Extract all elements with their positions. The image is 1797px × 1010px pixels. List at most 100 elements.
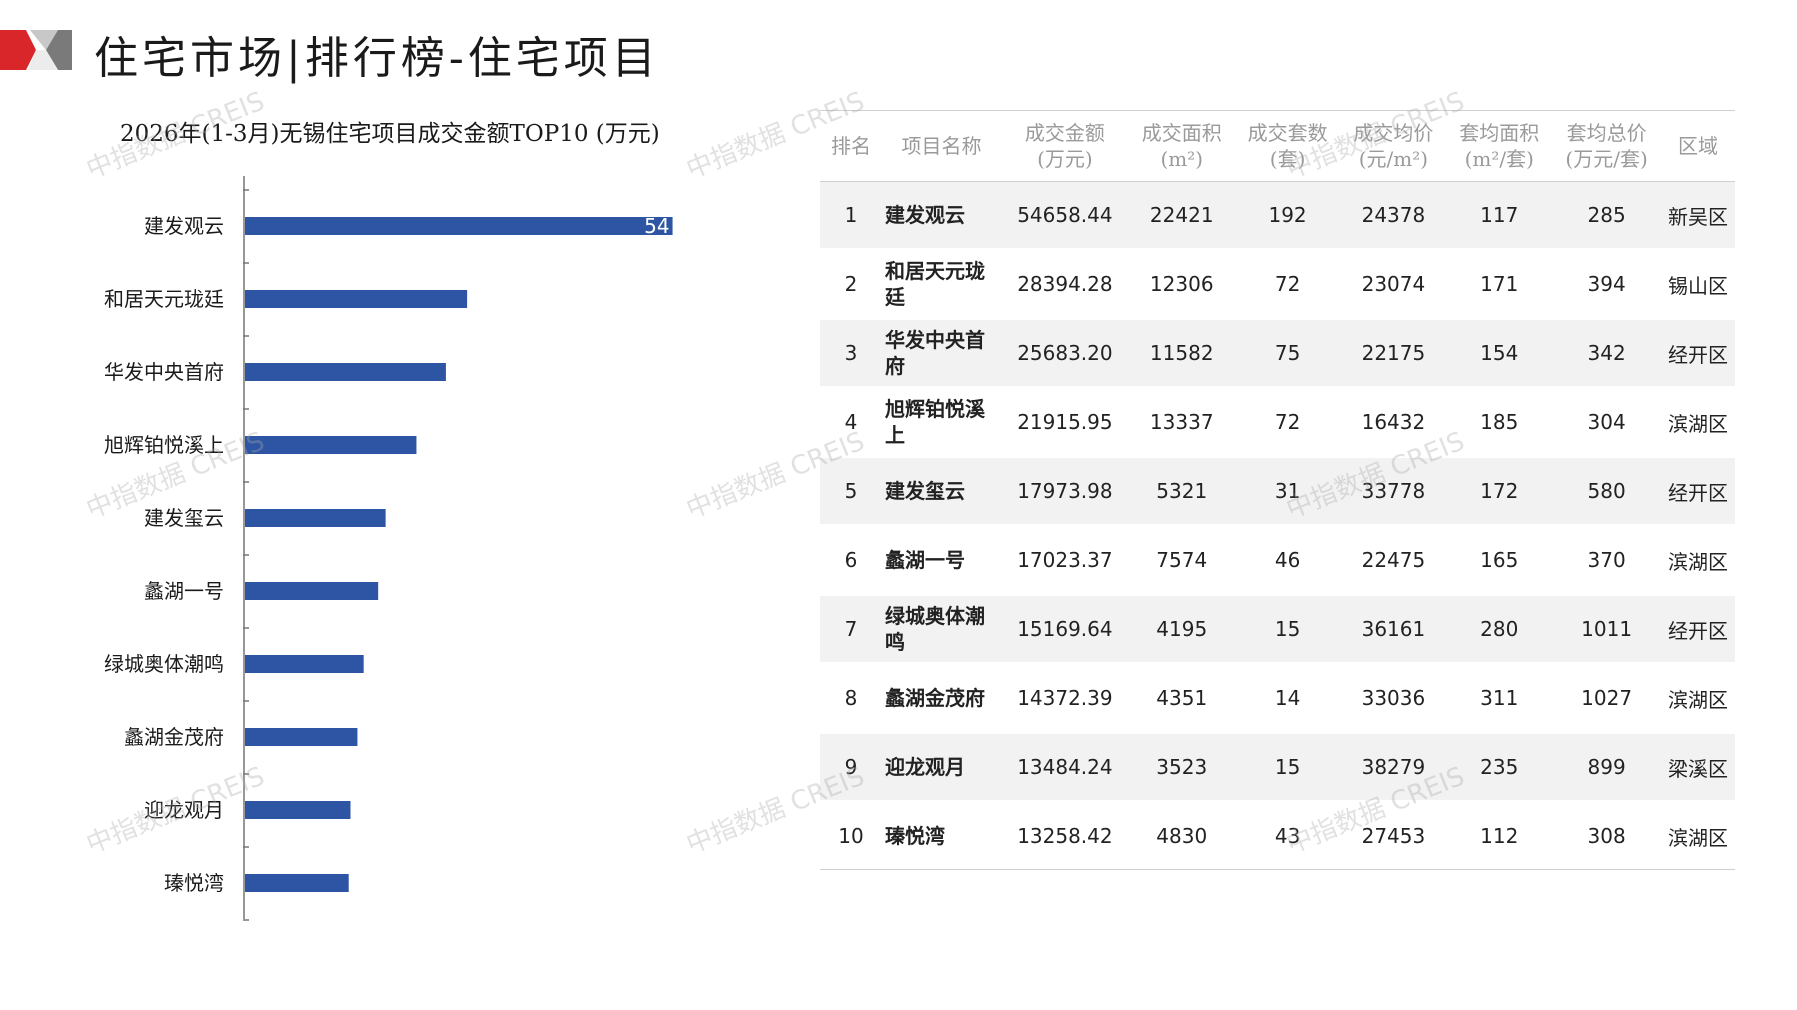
avg-area-cell: 185	[1446, 387, 1553, 458]
bar-value-label: 54	[644, 214, 669, 238]
table-row: 8 蠡湖金茂府 14372.39 4351 14 33036 311 1027 滨湖区	[820, 663, 1735, 734]
project-name-cell: 建发观云	[882, 181, 1001, 251]
amount-cell: 25683.20	[1001, 318, 1129, 389]
rank-cell: 8	[820, 663, 882, 734]
avg-total-cell: 370	[1552, 525, 1661, 596]
district-cell: 经开区	[1661, 456, 1735, 527]
bar	[245, 874, 349, 892]
table-row: 1 建发观云 54658.44 22421 192 24378 117 285 新吴区	[820, 181, 1735, 251]
amount-cell: 15169.64	[1001, 594, 1129, 665]
area-cell: 12306	[1128, 249, 1235, 320]
avg-area-cell: 311	[1446, 663, 1553, 734]
amount-cell: 17973.98	[1001, 456, 1129, 527]
units-cell: 15	[1234, 594, 1341, 665]
avg-price-cell: 33778	[1340, 456, 1447, 527]
header-avg-total: 套均总价 (万元/套)	[1552, 110, 1661, 182]
table-row: 9 迎龙观月 13484.24 3523 15 38279 235 899 梁溪区	[820, 732, 1735, 803]
amount-cell: 28394.28	[1001, 249, 1129, 320]
bar	[245, 801, 351, 819]
project-name-cell: 旭辉铂悦溪上	[882, 387, 1001, 458]
project-name-cell: 蠡湖金茂府	[882, 663, 1001, 734]
category-label: 绿城奥体潮鸣	[104, 652, 224, 676]
area-cell: 22421	[1128, 181, 1235, 251]
rank-cell: 7	[820, 594, 882, 665]
project-name-cell: 迎龙观月	[882, 732, 1001, 803]
avg-price-cell: 22475	[1340, 525, 1447, 596]
table-row: 6 蠡湖一号 17023.37 7574 46 22475 165 370 滨湖区	[820, 525, 1735, 596]
avg-total-cell: 285	[1552, 181, 1661, 251]
avg-price-cell: 27453	[1340, 801, 1447, 870]
rank-cell: 2	[820, 249, 882, 320]
avg-area-cell: 112	[1446, 801, 1553, 870]
avg-total-cell: 304	[1552, 387, 1661, 458]
category-label: 华发中央首府	[104, 360, 224, 384]
project-name-cell: 绿城奥体潮鸣	[882, 594, 1001, 665]
rank-cell: 6	[820, 525, 882, 596]
area-cell: 13337	[1128, 387, 1235, 458]
rank-cell: 5	[820, 456, 882, 527]
category-label: 瑧悦湾	[164, 871, 224, 895]
avg-price-cell: 36161	[1340, 594, 1447, 665]
bar	[245, 655, 364, 673]
amount-cell: 17023.37	[1001, 525, 1129, 596]
avg-area-cell: 165	[1446, 525, 1553, 596]
avg-total-cell: 342	[1552, 318, 1661, 389]
header-avg-area: 套均面积 (m²/套)	[1446, 110, 1553, 182]
units-cell: 46	[1234, 525, 1341, 596]
units-cell: 75	[1234, 318, 1341, 389]
avg-area-cell: 154	[1446, 318, 1553, 389]
units-cell: 31	[1234, 456, 1341, 527]
project-name-cell: 建发玺云	[882, 456, 1001, 527]
avg-total-cell: 1011	[1552, 594, 1661, 665]
project-name-cell: 和居天元珑廷	[882, 249, 1001, 320]
district-cell: 滨湖区	[1661, 663, 1735, 734]
category-label: 旭辉铂悦溪上	[104, 433, 224, 457]
header-amount: 成交金额 (万元)	[1001, 110, 1129, 182]
chart-title: 2026年(1-3月)无锡住宅项目成交金额TOP10 (万元)	[120, 121, 660, 147]
amount-cell: 21915.95	[1001, 387, 1129, 458]
area-cell: 3523	[1128, 732, 1235, 803]
category-label: 和居天元珑廷	[104, 287, 224, 311]
units-cell: 15	[1234, 732, 1341, 803]
category-label: 建发玺云	[144, 506, 224, 530]
amount-cell: 54658.44	[1001, 181, 1129, 251]
project-name-cell: 蠡湖一号	[882, 525, 1001, 596]
category-label: 蠡湖一号	[144, 579, 224, 603]
avg-price-cell: 23074	[1340, 249, 1447, 320]
district-cell: 梁溪区	[1661, 732, 1735, 803]
header-rank: 排名	[820, 110, 882, 182]
table-row: 2 和居天元珑廷 28394.28 12306 72 23074 171 394 锡山区	[820, 249, 1735, 320]
bar	[245, 290, 468, 308]
units-cell: 43	[1234, 801, 1341, 870]
bar	[245, 217, 673, 235]
avg-price-cell: 38279	[1340, 732, 1447, 803]
area-cell: 4830	[1128, 801, 1235, 870]
header-units: 成交套数 (套)	[1234, 110, 1341, 182]
area-cell: 4195	[1128, 594, 1235, 665]
avg-price-cell: 22175	[1340, 318, 1447, 389]
project-name-cell: 瑧悦湾	[882, 801, 1001, 870]
district-cell: 滨湖区	[1661, 525, 1735, 596]
rank-cell: 10	[820, 801, 882, 870]
avg-total-cell: 899	[1552, 732, 1661, 803]
district-cell: 新吴区	[1661, 181, 1735, 251]
avg-total-cell: 394	[1552, 249, 1661, 320]
header-district: 区域	[1661, 110, 1735, 182]
units-cell: 72	[1234, 387, 1341, 458]
district-cell: 经开区	[1661, 318, 1735, 389]
avg-area-cell: 171	[1446, 249, 1553, 320]
district-cell: 滨湖区	[1661, 387, 1735, 458]
table-row: 5 建发玺云 17973.98 5321 31 33778 172 580 经开区	[820, 456, 1735, 527]
area-cell: 11582	[1128, 318, 1235, 389]
area-cell: 5321	[1128, 456, 1235, 527]
project-name-cell: 华发中央首府	[882, 318, 1001, 389]
header-project-name: 项目名称	[882, 110, 1001, 182]
area-cell: 7574	[1128, 525, 1235, 596]
district-cell: 经开区	[1661, 594, 1735, 665]
units-cell: 72	[1234, 249, 1341, 320]
rank-cell: 3	[820, 318, 882, 389]
units-cell: 14	[1234, 663, 1341, 734]
category-label: 建发观云	[144, 214, 224, 238]
avg-total-cell: 580	[1552, 456, 1661, 527]
category-label: 蠡湖金茂府	[124, 725, 224, 749]
